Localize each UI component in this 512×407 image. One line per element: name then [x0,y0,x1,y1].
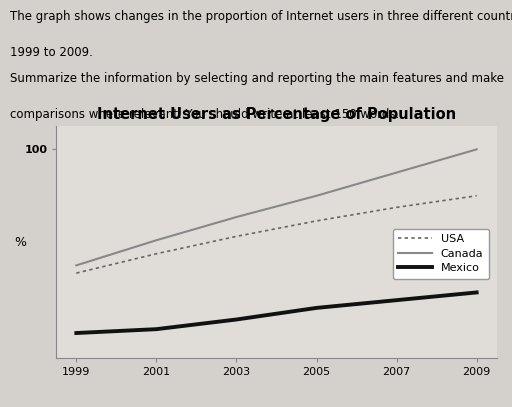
USA [153,251,159,256]
Text: 1999 to 2009.: 1999 to 2009. [10,46,93,59]
Mexico [313,305,319,310]
Text: comparisons where relevant. You should write at least 150 words.: comparisons where relevant. You should w… [10,109,399,121]
Canada [313,193,319,198]
USA [394,205,400,210]
Mexico [394,298,400,303]
USA [313,219,319,223]
Title: Internet Users as Percentage of Population: Internet Users as Percentage of Populati… [97,107,456,122]
USA [233,234,240,239]
Line: Canada: Canada [76,149,477,265]
Mexico [153,327,159,332]
Text: The graph shows changes in the proportion of Internet users in three different c: The graph shows changes in the proportio… [10,10,512,22]
Line: Mexico: Mexico [76,292,477,333]
Canada [394,170,400,175]
Legend: USA, Canada, Mexico: USA, Canada, Mexico [393,229,489,279]
Line: USA: USA [76,196,477,273]
Canada [474,147,480,152]
Canada [153,238,159,243]
Y-axis label: %: % [14,236,26,249]
Mexico [233,317,240,322]
USA [474,193,480,198]
Text: Summarize the information by selecting and reporting the main features and make: Summarize the information by selecting a… [10,72,504,85]
USA [73,271,79,276]
Mexico [73,330,79,335]
Canada [233,214,240,219]
Mexico [474,290,480,295]
Canada [73,263,79,268]
